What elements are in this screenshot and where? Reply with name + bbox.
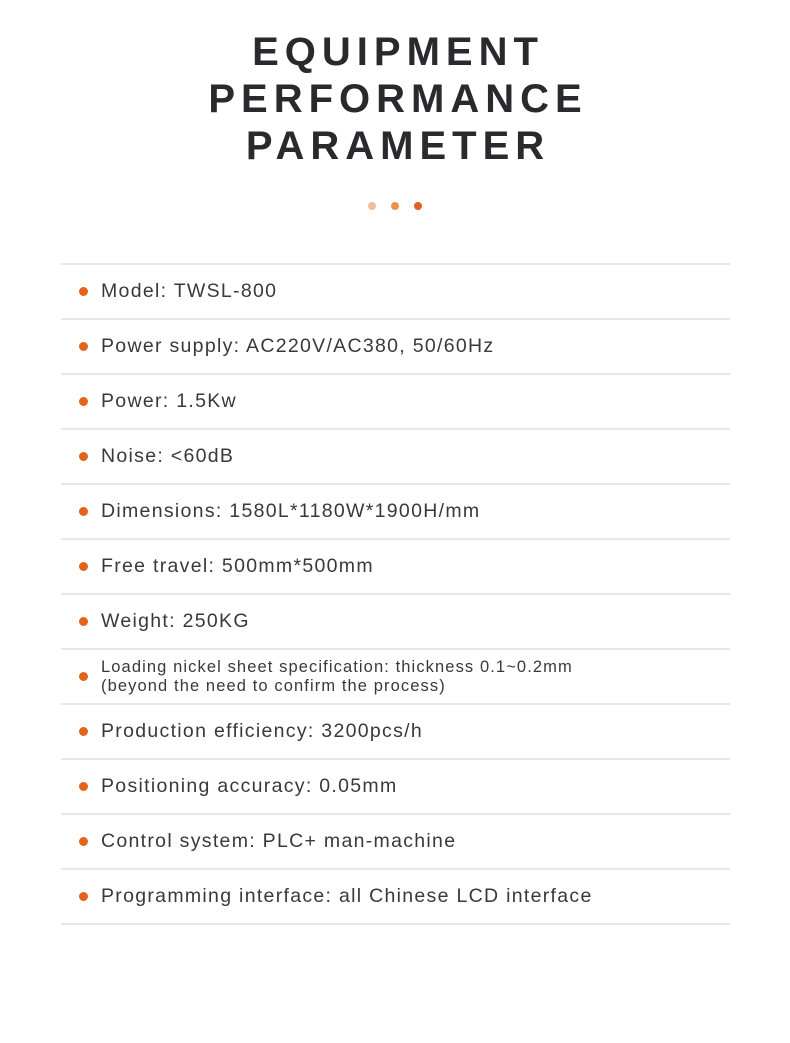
bullet-icon bbox=[79, 562, 88, 571]
spec-list: Model: TWSL-800 Power supply: AC220V/AC38… bbox=[61, 263, 730, 925]
page-title-line-3: PARAMETER bbox=[245, 124, 551, 168]
bullet-icon bbox=[79, 892, 88, 901]
spec-text: Model: TWSL-800 bbox=[101, 280, 278, 302]
spec-text: Weight: 250KG bbox=[101, 610, 250, 632]
spec-row: Model: TWSL-800 bbox=[61, 265, 730, 320]
spec-row: Weight: 250KG bbox=[61, 595, 730, 650]
bullet-icon bbox=[79, 287, 88, 296]
bullet-icon bbox=[79, 342, 88, 351]
spec-row: Positioning accuracy: 0.05mm bbox=[61, 760, 730, 815]
divider-dot-light-icon bbox=[368, 202, 376, 210]
spec-row: Power: 1.5Kw bbox=[61, 375, 730, 430]
page-title: EQUIPMENT PERFORMANCE PARAMETER bbox=[0, 29, 790, 170]
spec-text: Control system: PLC+ man-machine bbox=[101, 830, 457, 852]
bullet-icon bbox=[79, 837, 88, 846]
bullet-icon bbox=[79, 617, 88, 626]
spec-row: Programming interface: all Chinese LCD i… bbox=[61, 870, 730, 925]
page-title-line-2: PERFORMANCE bbox=[208, 77, 588, 121]
spec-text: Power supply: AC220V/AC380, 50/60Hz bbox=[101, 335, 495, 357]
header: EQUIPMENT PERFORMANCE PARAMETER bbox=[0, 0, 790, 210]
spec-row: Noise: <60dB bbox=[61, 430, 730, 485]
spec-row: Control system: PLC+ man-machine bbox=[61, 815, 730, 870]
bullet-icon bbox=[79, 672, 88, 681]
spec-text: Noise: <60dB bbox=[101, 445, 235, 467]
spec-text: Free travel: 500mm*500mm bbox=[101, 555, 374, 577]
spec-row: Power supply: AC220V/AC380, 50/60Hz bbox=[61, 320, 730, 375]
spec-row: Free travel: 500mm*500mm bbox=[61, 540, 730, 595]
spec-text: Programming interface: all Chinese LCD i… bbox=[101, 885, 593, 907]
bullet-icon bbox=[79, 507, 88, 516]
spec-text: Loading nickel sheet specification: thic… bbox=[101, 657, 573, 695]
spec-text: Power: 1.5Kw bbox=[101, 390, 237, 412]
bullet-icon bbox=[79, 727, 88, 736]
spec-row: Dimensions: 1580L*1180W*1900H/mm bbox=[61, 485, 730, 540]
spec-text: Dimensions: 1580L*1180W*1900H/mm bbox=[101, 500, 481, 522]
bullet-icon bbox=[79, 397, 88, 406]
spec-row: Production efficiency: 3200pcs/h bbox=[61, 705, 730, 760]
spec-text: Positioning accuracy: 0.05mm bbox=[101, 775, 398, 797]
spec-row: Loading nickel sheet specification: thic… bbox=[61, 650, 730, 705]
bullet-icon bbox=[79, 452, 88, 461]
spec-text: Production efficiency: 3200pcs/h bbox=[101, 720, 423, 742]
divider-dot-medium-icon bbox=[391, 202, 399, 210]
divider-dot-dark-icon bbox=[414, 202, 422, 210]
section-divider-dots bbox=[0, 202, 790, 210]
bullet-icon bbox=[79, 782, 88, 791]
page-title-line-1: EQUIPMENT bbox=[252, 30, 544, 74]
